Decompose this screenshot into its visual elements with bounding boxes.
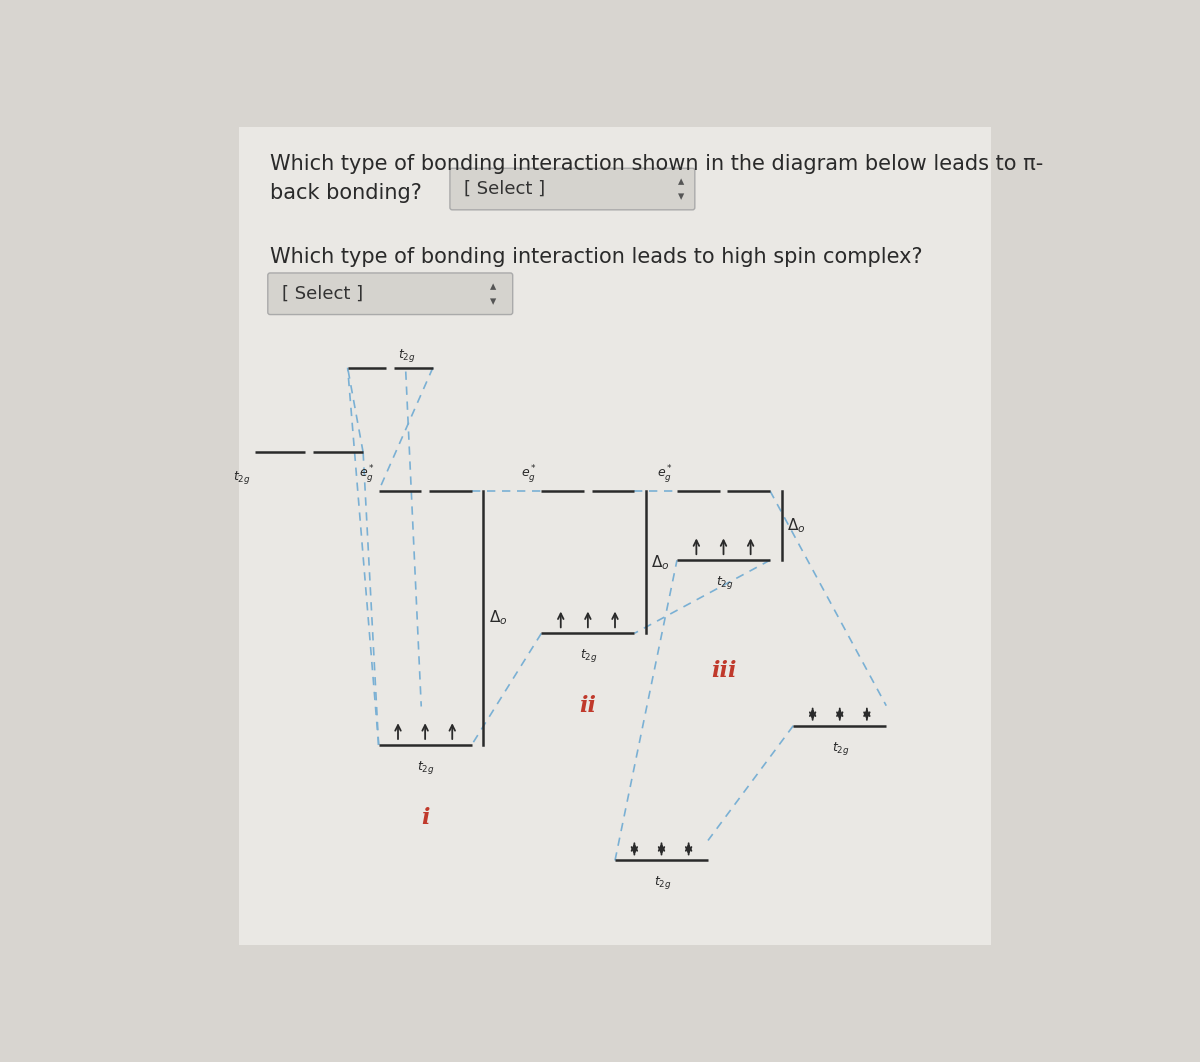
Text: i: i	[421, 806, 430, 828]
Text: $e_g^*$: $e_g^*$	[656, 463, 673, 484]
Text: ii: ii	[580, 695, 596, 717]
Text: $\Delta_o$: $\Delta_o$	[652, 553, 670, 571]
Text: Which type of bonding interaction shown in the diagram below leads to π-: Which type of bonding interaction shown …	[270, 154, 1043, 174]
Text: $t_{2g}$: $t_{2g}$	[233, 469, 251, 486]
Text: $t_{2g}$: $t_{2g}$	[715, 575, 733, 592]
Text: [ Select ]: [ Select ]	[464, 181, 545, 198]
FancyBboxPatch shape	[268, 273, 512, 314]
Text: $t_{2g}$: $t_{2g}$	[580, 647, 598, 664]
Text: $t_{2g}$: $t_{2g}$	[418, 759, 436, 776]
Text: $e_g^*$: $e_g^*$	[521, 463, 538, 484]
Text: Which type of bonding interaction leads to high spin complex?: Which type of bonding interaction leads …	[270, 246, 923, 267]
Text: [ Select ]: [ Select ]	[282, 285, 362, 303]
FancyBboxPatch shape	[239, 127, 991, 945]
Text: $\Delta_o$: $\Delta_o$	[488, 609, 508, 628]
Text: $t_{2g}$: $t_{2g}$	[654, 874, 672, 891]
Text: ▴
▾: ▴ ▾	[491, 279, 497, 308]
Text: iii: iii	[710, 661, 737, 682]
Text: $t_{2g}$: $t_{2g}$	[832, 739, 850, 756]
Text: ▴
▾: ▴ ▾	[678, 175, 684, 203]
Text: back bonding?: back bonding?	[270, 183, 422, 203]
FancyBboxPatch shape	[450, 168, 695, 210]
Text: $t_{2g}$: $t_{2g}$	[398, 347, 415, 364]
Text: $e_g^*$: $e_g^*$	[359, 463, 374, 484]
Text: $\Delta_o$: $\Delta_o$	[787, 516, 805, 535]
